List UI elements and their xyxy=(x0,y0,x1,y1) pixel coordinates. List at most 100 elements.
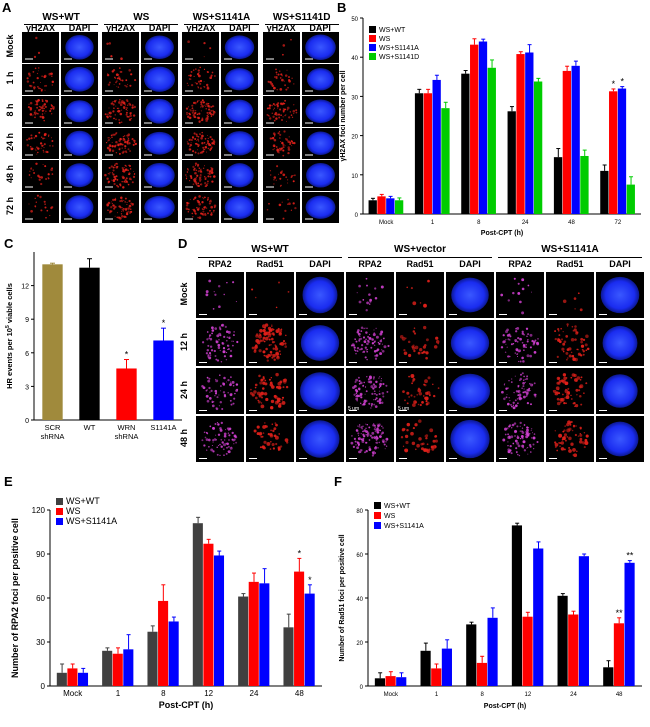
scale-bar xyxy=(185,58,194,60)
scale-bar xyxy=(224,218,233,220)
nucleus xyxy=(65,163,94,188)
panel-d-row-label: 12 h xyxy=(179,333,189,352)
x-tick-label: 48 xyxy=(616,692,623,698)
legend-swatch xyxy=(56,518,63,525)
micrograph-texture xyxy=(449,277,489,315)
nucleus xyxy=(65,195,94,220)
micrograph-cell xyxy=(22,32,59,63)
micrograph-cell xyxy=(262,128,300,159)
micrograph-texture xyxy=(25,162,54,188)
micrograph-cell xyxy=(61,192,98,223)
micrograph-texture xyxy=(304,34,336,60)
micrograph-cell xyxy=(301,32,339,63)
nucleus xyxy=(145,98,174,124)
bar xyxy=(613,623,624,686)
scale-bar xyxy=(265,122,274,124)
micrograph-texture xyxy=(25,36,41,60)
x-tick-label: 8 xyxy=(480,692,484,698)
nucleus xyxy=(144,66,176,92)
micrograph-texture xyxy=(185,40,212,60)
micrograph-texture xyxy=(144,98,174,124)
nucleus xyxy=(225,195,255,220)
scale-bar xyxy=(599,362,607,363)
scale-bar xyxy=(549,458,557,459)
scale-bar xyxy=(299,458,307,459)
x-tick-label: Mock xyxy=(384,692,399,698)
micrograph-cell xyxy=(301,64,339,95)
panel-d-group-rule xyxy=(498,257,642,258)
micrograph-cell xyxy=(301,160,339,191)
significance-mark: * xyxy=(162,318,166,328)
y-tick-label: 90 xyxy=(36,550,45,559)
panel-a-row-label: Mock xyxy=(5,34,15,58)
micrograph-texture xyxy=(224,195,255,220)
micrograph-cell xyxy=(102,96,140,127)
bar xyxy=(571,65,580,214)
bar xyxy=(478,41,488,214)
scale-bar xyxy=(349,458,357,459)
x-tick-label: 48 xyxy=(295,689,304,698)
bar xyxy=(213,555,225,686)
micrograph-texture xyxy=(304,68,334,92)
bar xyxy=(525,52,534,214)
x-tick-label: WT xyxy=(84,423,96,432)
x-tick-label: shRNA xyxy=(41,432,65,441)
panel-a-group-rule xyxy=(264,24,339,25)
legend-swatch xyxy=(369,53,376,60)
x-tick-label: WRN xyxy=(118,423,136,432)
y-tick-label: 40 xyxy=(351,56,358,62)
bar xyxy=(487,67,496,214)
x-tick-label: 8 xyxy=(477,220,481,226)
bar xyxy=(396,677,407,686)
micrograph-texture xyxy=(549,292,583,315)
scale-bar xyxy=(199,314,207,315)
y-tick-label: 6 xyxy=(25,351,29,358)
micrograph-cell xyxy=(182,64,220,95)
scale-bar xyxy=(64,154,72,156)
micrograph-texture xyxy=(105,132,138,156)
micrograph-texture xyxy=(549,420,589,459)
scale-bar xyxy=(499,458,507,459)
x-tick-label: Mock xyxy=(379,220,394,226)
micrograph-texture xyxy=(185,131,216,156)
nucleus xyxy=(305,195,335,219)
bar xyxy=(283,627,294,686)
y-tick-label: 20 xyxy=(356,641,363,647)
legend-swatch xyxy=(374,512,381,519)
micrograph-cell xyxy=(196,368,244,414)
scale-bar xyxy=(64,58,72,60)
scale-bar xyxy=(105,58,114,60)
scale-bar xyxy=(549,410,557,411)
bar xyxy=(441,108,450,214)
significance-mark: * xyxy=(308,575,312,585)
bar xyxy=(603,667,614,686)
nucleus xyxy=(306,131,334,156)
nucleus xyxy=(225,68,255,91)
y-axis-label: Number of RPA2 foci per positive cell xyxy=(10,518,20,678)
legend-label: WS xyxy=(379,36,391,43)
scale-bar xyxy=(399,362,407,363)
y-tick-label: 0 xyxy=(41,682,46,691)
scale-bar xyxy=(249,314,257,315)
y-tick-label: 60 xyxy=(36,594,45,603)
micrograph-cell xyxy=(182,32,220,63)
y-axis-label: γH2AX foci number per cell xyxy=(340,70,347,161)
scale-bar xyxy=(199,362,207,363)
micrograph-cell xyxy=(546,416,594,462)
micrograph-cell xyxy=(22,64,59,95)
scale-bar xyxy=(105,186,114,188)
chart-b: 0 10 20 30 40 50 Mock 1 8 24 48 72 * * Post-CPT (h) γH2… xyxy=(340,17,641,237)
scale-bar xyxy=(25,186,33,188)
scale-bar xyxy=(499,362,507,363)
significance-mark: * xyxy=(612,79,616,89)
micrograph-texture xyxy=(249,422,289,459)
micrograph-texture xyxy=(399,419,438,459)
micrograph-cell xyxy=(61,128,98,159)
bar xyxy=(248,581,259,686)
panel-a-group-rule xyxy=(184,24,259,25)
scale-bar xyxy=(249,362,257,363)
micrograph-cell xyxy=(596,320,644,366)
scale-bar xyxy=(304,154,313,156)
micrograph-cell xyxy=(262,96,300,127)
